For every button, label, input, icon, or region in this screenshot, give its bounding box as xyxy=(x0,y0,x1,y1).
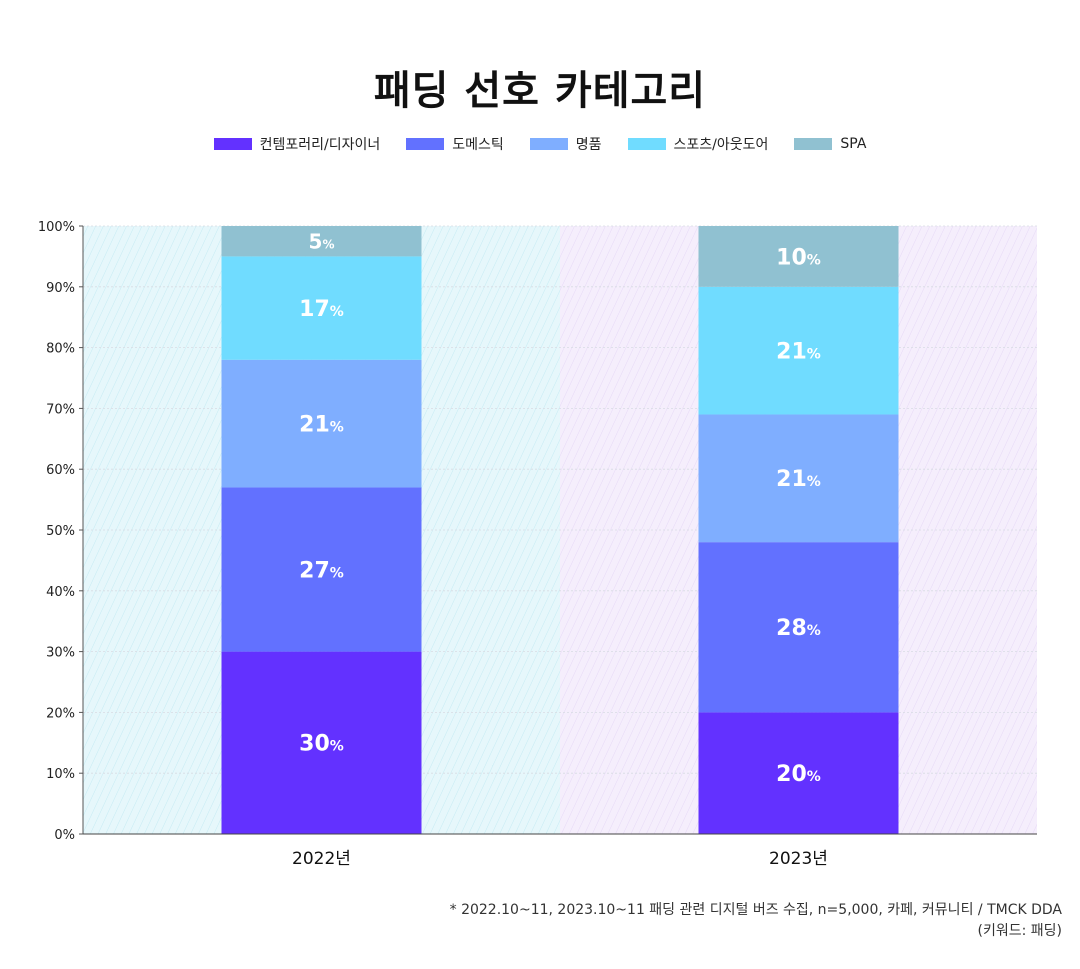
legend-label-domestic: 도메스틱 xyxy=(452,137,504,153)
legend-swatch-luxury xyxy=(529,138,568,150)
source-line-1: * 2022.10~11, 2023.10~11 패딩 관련 디지털 버즈 수집… xyxy=(449,902,1062,918)
legend-item-sports: 스포츠/아웃도어 xyxy=(627,134,769,154)
bar-value-label: 21% xyxy=(776,340,821,365)
legend-swatch-spa xyxy=(794,138,833,150)
legend-swatch-sports xyxy=(627,138,666,150)
bar-segment xyxy=(221,487,422,652)
y-tick-label: 20% xyxy=(46,706,75,721)
y-tick-label: 30% xyxy=(46,646,75,661)
bar-segment xyxy=(221,226,422,257)
bars: 30% 27% 21% 17% 5% 20% 28% 21% 21% 10% xyxy=(221,226,899,834)
bar-segment xyxy=(698,712,899,834)
legend: 컨템포러리/디자이너 도메스틱 명품 스포츠/아웃도어 SPA xyxy=(0,134,1080,154)
bar-value-label: 27% xyxy=(299,558,344,583)
legend-label-spa: SPA xyxy=(840,136,867,152)
x-tick-label: 2022년 xyxy=(292,849,351,869)
gridlines xyxy=(83,225,1037,835)
y-tick-label: 50% xyxy=(46,524,75,539)
bar-value-label: 28% xyxy=(776,616,821,641)
bar-segment xyxy=(221,359,422,488)
bar-value-label: 30% xyxy=(299,732,344,757)
bar-value-label: 17% xyxy=(299,297,344,322)
y-tick-label: 10% xyxy=(46,767,75,782)
legend-item-domestic: 도메스틱 xyxy=(406,134,504,154)
y-tick-label: 90% xyxy=(46,281,75,296)
y-tick-label: 40% xyxy=(46,585,75,600)
bar-value-label: 5% xyxy=(309,229,335,253)
legend-label-contemporary: 컨템포러리/디자이너 xyxy=(259,137,381,153)
legend-swatch-domestic xyxy=(406,138,445,150)
bar-value-label: 10% xyxy=(776,245,821,270)
legend-label-luxury: 명품 xyxy=(575,137,602,153)
chart-title: 패딩 선호 카테고리 xyxy=(373,68,707,114)
legend-item-contemporary: 컨템포러리/디자이너 xyxy=(213,134,381,154)
source-note: * 2022.10~11, 2023.10~11 패딩 관련 디지털 버즈 수집… xyxy=(450,900,1062,942)
legend-item-spa: SPA xyxy=(794,134,866,154)
bar-value-label: 21% xyxy=(299,413,344,438)
y-tick-label: 70% xyxy=(46,402,75,417)
bar-segment xyxy=(221,256,422,360)
source-line-2: (키워드: 패딩) xyxy=(977,923,1063,939)
x-tick-label: 2023년 xyxy=(769,849,828,869)
bar-segment xyxy=(221,651,422,834)
bar-segment xyxy=(698,286,899,415)
bar-segment xyxy=(698,226,899,287)
y-tick-label: 0% xyxy=(54,828,75,843)
y-tick-label: 100% xyxy=(38,220,75,235)
y-axis: 0% 10% 20% 30% 40% 50% 60% 70% 80% 90% 100% xyxy=(38,220,84,843)
x-axis: 2022년 2023년 xyxy=(83,833,1037,869)
legend-swatch-contemporary xyxy=(213,138,252,150)
bar-segment xyxy=(698,542,899,713)
bar-segment xyxy=(698,414,899,543)
bar-value-label: 21% xyxy=(776,467,821,492)
y-tick-label: 60% xyxy=(46,463,75,478)
y-tick-label: 80% xyxy=(46,342,75,357)
legend-item-luxury: 명품 xyxy=(529,134,602,154)
bar-value-label: 20% xyxy=(776,762,821,787)
legend-label-sports: 스포츠/아웃도어 xyxy=(673,137,769,153)
